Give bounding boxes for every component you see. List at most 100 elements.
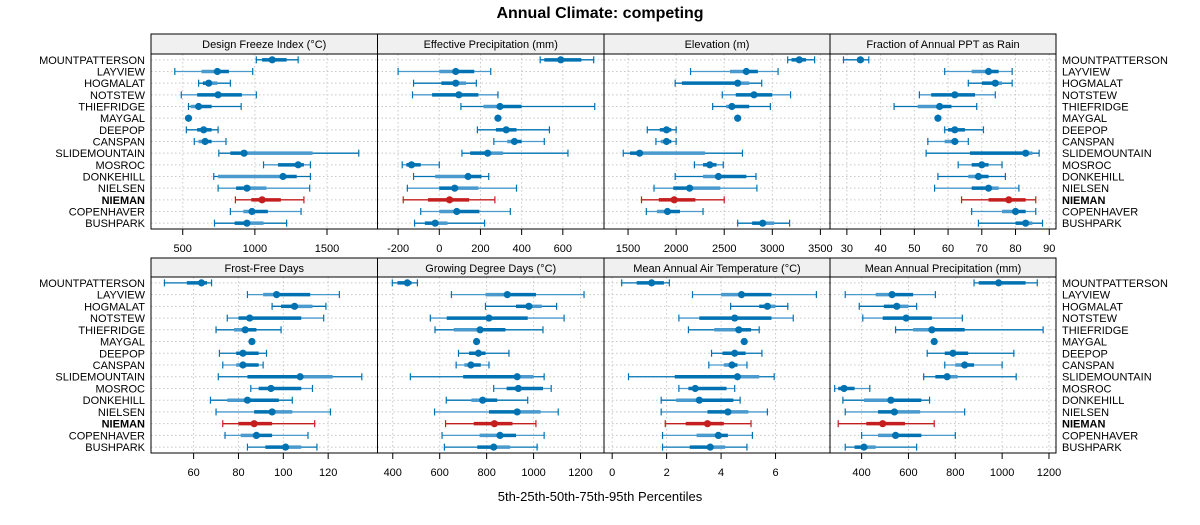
median-point [476,326,484,334]
percentile-mark [842,396,931,404]
median-point [893,302,901,310]
category-label-left: THIEFRIDGE [78,102,145,114]
axis-tick-label: 3500 [808,243,832,255]
median-point [879,420,887,428]
median-point [662,126,671,134]
percentile-mark [193,137,227,146]
category-label-right: NIELSEN [1062,407,1109,419]
category-label-right: BUSHPARK [1062,218,1122,230]
median-point [662,137,671,146]
median-point [472,337,481,346]
percentile-mark [224,431,309,439]
percentile-mark [493,137,545,146]
median-point [201,137,209,146]
axis-tick-label: 100 [274,467,292,479]
median-point [214,91,222,99]
percentile-mark [664,420,752,428]
percentile-mark [660,408,768,416]
axis-tick-label: 800 [477,467,495,479]
category-label-left: DONKEHILL [83,172,145,184]
axis-tick-label: 30 [841,243,853,255]
percentile-mark [445,396,529,404]
axis-tick-label: 60 [187,467,199,479]
percentile-mark [674,172,757,181]
median-point [407,161,416,169]
panel-strip-label: Frost-Free Days [225,263,305,275]
percentile-mark [937,172,1007,181]
percentile-mark [248,337,256,346]
percentile-mark [493,384,552,393]
category-label-right: BUSHPARK [1062,442,1122,454]
median-point [246,314,254,322]
percentile-mark [246,291,340,299]
percentile-mark [262,161,312,169]
axis-tick-label: 400 [512,243,530,255]
median-point [695,396,703,404]
median-point [1005,196,1013,204]
median-point [951,126,959,134]
panel-7: Mean Annual Air Temperature (°C) 0 2 4 6 [603,257,831,479]
axis-tick-label: 90 [1043,243,1055,255]
median-point [670,196,678,204]
category-label-left: NIEMAN [102,195,145,207]
panel-strip-label: Elevation (m) [685,39,750,51]
axis-tick-label: 1000 [521,467,545,479]
percentile-mark [411,91,499,99]
percentile-mark [971,207,1037,216]
median-point [213,67,221,76]
percentile-mark [960,196,1037,204]
category-label-right: MAYGAL [1062,113,1107,125]
axis-tick-label: 1000 [990,467,1014,479]
median-point [267,384,275,393]
category-label-right: NOTSTEW [1062,313,1118,325]
category-label-left: MOSROC [96,160,146,172]
percentile-mark [646,126,677,134]
median-point [734,79,742,87]
percentile-mark [930,337,938,346]
percentile-mark [622,149,744,157]
percentile-mark [923,373,1017,381]
percentile-mark [222,420,316,428]
axis-tick-label: 3000 [760,243,784,255]
median-point [490,420,498,428]
median-point [735,326,743,334]
median-point [1022,149,1030,157]
median-point [943,373,951,381]
percentile-mark [213,219,288,227]
category-label-left: NIELSEN [98,407,145,419]
percentile-mark [957,161,1003,169]
median-point [268,408,276,416]
category-label-left: MOUNTPATTERSON [39,55,145,67]
category-label-left: CANSPAN [93,137,145,149]
median-point [197,279,206,287]
percentile-mark [420,207,511,216]
axis-tick-label: 80 [232,467,244,479]
axis-tick-label: -200 [387,243,409,255]
panel-strip-label: Growing Degree Days (°C) [425,263,556,275]
percentile-mark [450,291,585,299]
median-point [200,126,208,134]
median-point [403,279,411,287]
percentile-mark [429,314,565,322]
category-label-right: DONKEHILL [1062,395,1124,407]
median-point [243,219,251,227]
category-label-left: DEEPOP [99,125,145,137]
percentile-mark [226,314,325,322]
axis-tick-label: 1200 [568,467,592,479]
axis-tick-label: 50 [908,243,920,255]
axis-tick-label: 1200 [1037,467,1061,479]
percentile-mark [689,67,779,76]
median-point [479,396,487,404]
percentile-mark [413,219,486,227]
percentile-mark [434,326,544,334]
percentile-mark [645,207,704,216]
percentile-mark [476,126,551,134]
median-point [714,172,723,181]
category-label-right: COPENHAVER [1062,430,1138,442]
panel-8: Mean Annual Precipitation (mm) 400 600 800 1… [829,257,1061,479]
percentile-mark [412,172,490,181]
percentile-mark [187,102,242,111]
median-point [452,79,460,87]
percentile-mark [494,114,502,122]
median-point [195,102,203,111]
